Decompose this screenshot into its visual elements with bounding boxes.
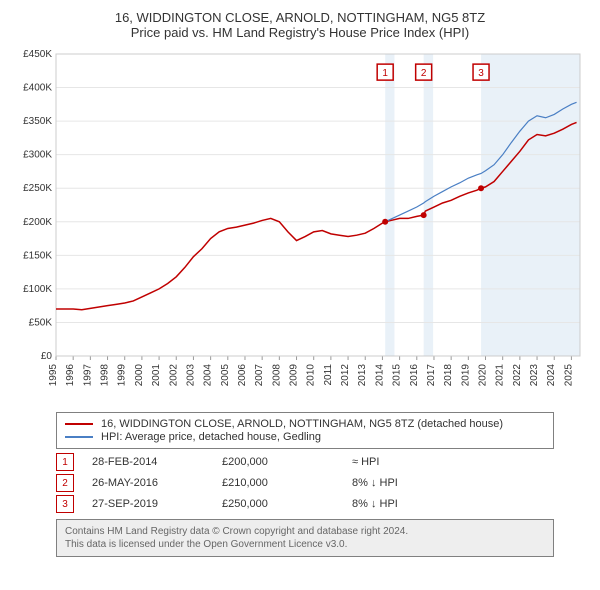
sales-table: 1 28-FEB-2014£200,000≈ HPI 2 26-MAY-2016£21… — [56, 453, 590, 513]
svg-text:2004: 2004 — [203, 364, 214, 387]
svg-text:2016: 2016 — [409, 364, 420, 387]
sale-hpi-diff: ≈ HPI — [352, 456, 472, 468]
svg-text:2006: 2006 — [237, 364, 248, 387]
svg-text:2015: 2015 — [392, 364, 403, 387]
title-subtitle: Price paid vs. HM Land Registry's House … — [10, 25, 590, 40]
footnote: Contains HM Land Registry data © Crown c… — [56, 519, 554, 557]
svg-text:£450K: £450K — [23, 49, 52, 60]
svg-text:2011: 2011 — [323, 364, 334, 386]
legend: 16, WIDDINGTON CLOSE, ARNOLD, NOTTINGHAM… — [56, 412, 554, 449]
svg-text:£100K: £100K — [23, 284, 52, 295]
sale-price: £200,000 — [222, 456, 352, 468]
svg-text:2002: 2002 — [168, 364, 179, 387]
svg-text:1: 1 — [382, 68, 388, 79]
svg-text:2025: 2025 — [563, 364, 574, 387]
footnote-line1: Contains HM Land Registry data © Crown c… — [65, 525, 545, 538]
svg-text:£400K: £400K — [23, 83, 52, 94]
svg-text:£0: £0 — [41, 351, 53, 362]
svg-text:2018: 2018 — [443, 364, 454, 387]
title-address: 16, WIDDINGTON CLOSE, ARNOLD, NOTTINGHAM… — [10, 10, 590, 25]
svg-text:2019: 2019 — [460, 364, 471, 387]
legend-swatch — [65, 423, 93, 425]
sale-marker: 1 — [56, 453, 74, 471]
svg-text:2020: 2020 — [478, 364, 489, 387]
footnote-line2: This data is licensed under the Open Gov… — [65, 538, 545, 551]
svg-text:£150K: £150K — [23, 250, 52, 261]
legend-item: HPI: Average price, detached house, Gedl… — [65, 431, 545, 443]
svg-text:2008: 2008 — [271, 364, 282, 387]
svg-text:2014: 2014 — [374, 364, 385, 387]
sale-row: 2 26-MAY-2016£210,0008% ↓ HPI — [56, 474, 590, 492]
svg-text:2022: 2022 — [512, 364, 523, 387]
svg-text:2000: 2000 — [134, 364, 145, 387]
svg-text:2013: 2013 — [357, 364, 368, 387]
svg-text:1996: 1996 — [65, 364, 76, 387]
sale-price: £250,000 — [222, 498, 352, 510]
sale-hpi-diff: 8% ↓ HPI — [352, 477, 472, 489]
sale-price: £210,000 — [222, 477, 352, 489]
svg-text:£250K: £250K — [23, 183, 52, 194]
legend-item: 16, WIDDINGTON CLOSE, ARNOLD, NOTTINGHAM… — [65, 418, 545, 430]
sale-hpi-diff: 8% ↓ HPI — [352, 498, 472, 510]
svg-text:2021: 2021 — [495, 364, 506, 387]
svg-text:2003: 2003 — [185, 364, 196, 387]
sale-marker: 3 — [56, 495, 74, 513]
svg-text:1998: 1998 — [100, 364, 111, 387]
svg-text:2007: 2007 — [254, 364, 265, 387]
svg-text:£350K: £350K — [23, 116, 52, 127]
sale-date: 27-SEP-2019 — [92, 498, 222, 510]
svg-text:2024: 2024 — [546, 364, 557, 387]
price-chart: £0 £50K £100K £150K £200K £250K £300K £350K £400… — [10, 46, 590, 406]
sale-date: 26-MAY-2016 — [92, 477, 222, 489]
svg-text:1995: 1995 — [48, 364, 59, 387]
sale-row: 1 28-FEB-2014£200,000≈ HPI — [56, 453, 590, 471]
svg-text:2005: 2005 — [220, 364, 231, 387]
svg-text:3: 3 — [478, 68, 484, 79]
sale-marker: 2 — [56, 474, 74, 492]
sale-date: 28-FEB-2014 — [92, 456, 222, 468]
svg-text:2: 2 — [421, 68, 427, 79]
svg-text:2023: 2023 — [529, 364, 540, 387]
svg-text:2010: 2010 — [306, 364, 317, 387]
svg-text:£200K: £200K — [23, 217, 52, 228]
svg-text:2001: 2001 — [151, 364, 162, 387]
svg-text:1999: 1999 — [117, 364, 128, 387]
chart-title-block: 16, WIDDINGTON CLOSE, ARNOLD, NOTTINGHAM… — [10, 10, 590, 40]
svg-text:£300K: £300K — [23, 150, 52, 161]
svg-text:£50K: £50K — [29, 317, 53, 328]
svg-text:1997: 1997 — [82, 364, 93, 387]
legend-swatch — [65, 436, 93, 438]
sale-row: 3 27-SEP-2019£250,0008% ↓ HPI — [56, 495, 590, 513]
legend-label: 16, WIDDINGTON CLOSE, ARNOLD, NOTTINGHAM… — [101, 418, 503, 430]
svg-text:2017: 2017 — [426, 364, 437, 387]
svg-text:2009: 2009 — [289, 364, 300, 387]
legend-label: HPI: Average price, detached house, Gedl… — [101, 431, 321, 443]
svg-text:2012: 2012 — [340, 364, 351, 387]
